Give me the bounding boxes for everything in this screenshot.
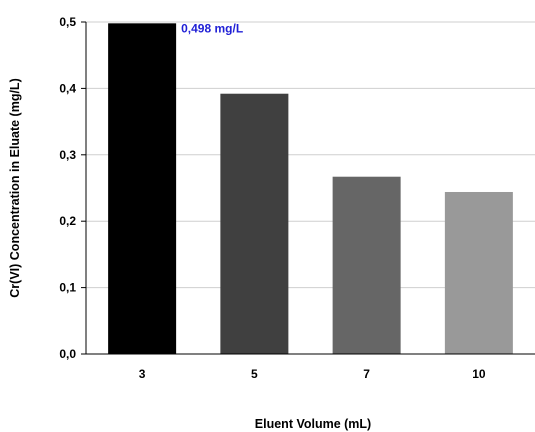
bar-7 <box>332 176 401 354</box>
y-tick-labels: 0,0 0,1 0,2 0,3 0,4 0,5 <box>59 15 76 361</box>
axes <box>81 21 535 355</box>
y-tick-label: 0,2 <box>59 214 76 228</box>
bar-10 <box>444 191 513 354</box>
y-tick-label: 0,1 <box>59 281 76 295</box>
bar-3 <box>108 23 177 354</box>
y-tick-label: 0,5 <box>59 15 76 29</box>
bar-5 <box>220 93 289 354</box>
y-tick-label: 0,4 <box>59 81 76 95</box>
y-tick-label: 0,0 <box>59 347 76 361</box>
y-axis-title: Cr(VI) Concentration in Eluate (mg/L) <box>8 78 22 297</box>
x-tick-labels: 3 5 7 10 <box>139 367 486 381</box>
bars <box>108 23 513 354</box>
x-tick-label: 10 <box>472 367 486 381</box>
x-tick-label: 7 <box>363 367 370 381</box>
annotations: 0,498 mg/L <box>181 21 243 35</box>
y-tick-label: 0,3 <box>59 148 76 162</box>
x-tick-label: 3 <box>139 367 146 381</box>
x-axis-title: Eluent Volume (mL) <box>255 417 371 431</box>
data-label: 0,498 mg/L <box>181 21 243 35</box>
x-tick-label: 5 <box>251 367 258 381</box>
